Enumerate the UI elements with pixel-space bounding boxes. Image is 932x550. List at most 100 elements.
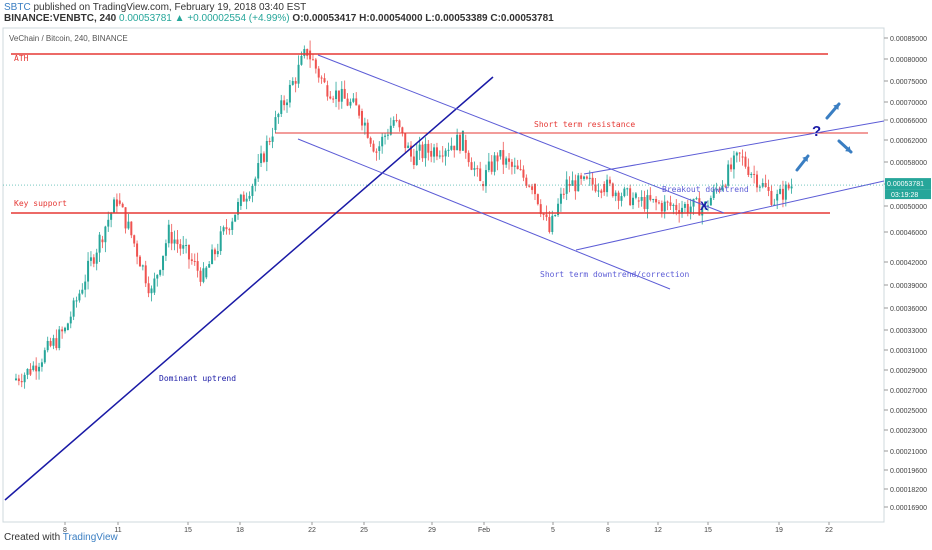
candle-body (69, 316, 72, 324)
author-link[interactable]: SBTC (4, 2, 31, 13)
ohlc-values: O:0.00053417 H:0.00054000 L:0.00053389 C… (292, 13, 554, 24)
candle-body (66, 323, 69, 330)
candle-body (202, 268, 205, 282)
candle-body (562, 193, 565, 195)
candle-body (629, 188, 632, 206)
candle-body (398, 120, 401, 128)
candle-body (531, 186, 534, 190)
y-tick-label: 0.00070000 (890, 100, 927, 107)
candle-body (580, 175, 583, 179)
y-tick-label: 0.00031000 (890, 348, 927, 355)
candle-body (314, 59, 317, 69)
candle-body (113, 199, 116, 214)
candle-body (683, 203, 686, 208)
candle-body (715, 188, 718, 190)
candle-body (156, 274, 159, 279)
candle-body (225, 227, 228, 230)
candle-body (706, 205, 709, 207)
candle-body (784, 184, 787, 200)
candle-body (372, 143, 375, 152)
publish-text: published on TradingView.com, February 1… (33, 2, 307, 13)
candle-body (421, 144, 424, 159)
candle-body (505, 158, 508, 165)
x-tick-label: Feb (478, 527, 490, 534)
candle-body (136, 243, 139, 257)
candle-body (453, 145, 456, 151)
candle-body (378, 146, 381, 151)
channel-lower-line (297, 138, 671, 290)
y-tick-label: 0.00062000 (890, 138, 927, 145)
y-tick-label: 0.00058000 (890, 160, 927, 167)
candle-body (75, 300, 78, 302)
candle-body (536, 194, 539, 205)
candle-body (349, 101, 352, 106)
candle-body (309, 50, 312, 60)
candle-body (49, 340, 52, 346)
plot-area (2, 27, 885, 523)
candle-body (753, 173, 756, 175)
candle-body (626, 188, 629, 190)
candle-body (620, 196, 623, 201)
candle-body (352, 98, 355, 102)
candle-body (257, 163, 260, 179)
candle-body (597, 190, 600, 192)
candle-body (712, 189, 715, 198)
y-tick-label: 0.00018200 (890, 487, 927, 494)
x-tick-label: 22 (308, 527, 316, 534)
candle-body (404, 132, 407, 149)
x-tick-label: 5 (551, 527, 555, 534)
candle-body (516, 165, 519, 170)
candle-body (718, 188, 721, 191)
x-tick-label: 25 (360, 527, 368, 534)
candle-body (557, 203, 560, 215)
candle-body (603, 184, 606, 193)
candle-body (205, 267, 208, 278)
candle-body (231, 221, 234, 230)
candle-body (606, 179, 609, 193)
candle-body (652, 199, 655, 201)
candle-body (608, 179, 611, 184)
candle-body (574, 180, 577, 192)
candle-body (32, 365, 35, 370)
y-tick-label: 0.00050000 (890, 204, 927, 211)
y-tick-label: 0.00036000 (890, 306, 927, 313)
candle-body (346, 98, 349, 106)
candle-body (199, 270, 202, 282)
candle-body (747, 166, 750, 176)
candle-body (528, 185, 531, 187)
candle-body (153, 278, 156, 293)
countdown-tag (885, 189, 931, 200)
candle-body (484, 170, 487, 187)
candle-body (669, 202, 672, 206)
candle-body (585, 176, 588, 179)
candle-body (577, 175, 580, 192)
x-tick-label: 29 (428, 527, 436, 534)
candle-body (450, 145, 453, 150)
candle-body (283, 100, 286, 106)
candle-body (340, 88, 343, 102)
candle-body (551, 215, 554, 232)
candle-body (681, 207, 684, 214)
candle-body (770, 190, 773, 205)
y-tick-label: 0.00033000 (890, 328, 927, 335)
candle-body (744, 156, 747, 167)
dominant-uptrend-label: Dominant uptrend (159, 374, 236, 383)
candle-body (234, 214, 237, 222)
wedge-lower-line (575, 180, 885, 251)
tradingview-logo[interactable]: TradingView (62, 532, 118, 543)
candle-body (430, 151, 433, 157)
candle-body (216, 251, 219, 255)
x-tick-label: 11 (114, 527, 121, 534)
candle-body (533, 184, 536, 195)
ohlc-line: BINANCE:VENBTC, 240 0.00053781 ▲ +0.0000… (4, 13, 554, 24)
candle-body (392, 120, 395, 126)
candle-body (179, 244, 182, 249)
chart-title: VeChain / Bitcoin, 240, BINANCE (9, 34, 128, 43)
candle-body (640, 196, 643, 201)
candle-body (415, 150, 418, 166)
candle-body (303, 49, 306, 56)
dominant-uptrend-line (4, 76, 494, 501)
candle-body (407, 145, 410, 149)
candle-body (228, 229, 231, 231)
